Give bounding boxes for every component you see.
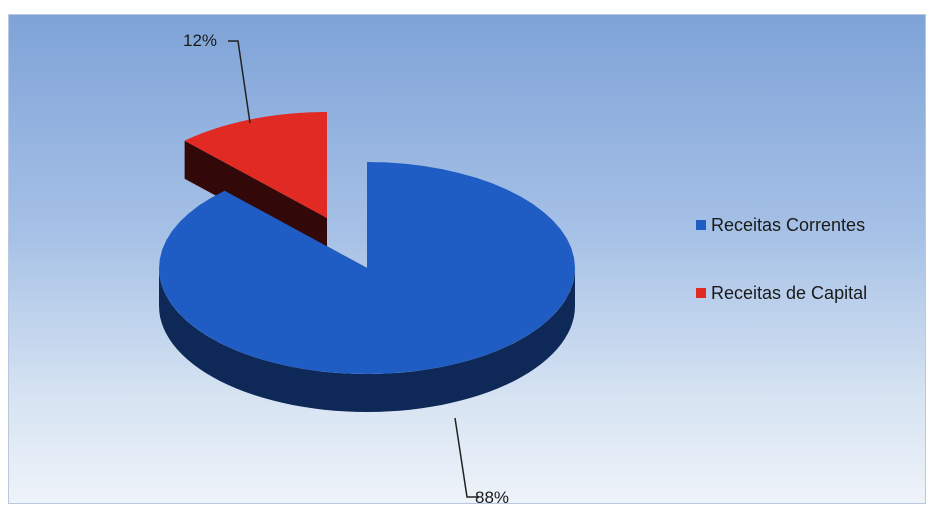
legend-swatch-receitas-correntes	[696, 220, 706, 230]
pct-label-receitas-correntes: 88%	[475, 488, 509, 507]
legend-label-receitas-de-capital: Receitas de Capital	[711, 282, 868, 303]
legend-item-receitas-de-capital: Receitas de Capital	[696, 280, 867, 306]
pie-slice-top-receitas-correntes	[159, 162, 575, 374]
pie-slice-top-receitas-de-capital	[184, 112, 327, 218]
legend-swatch-receitas-de-capital	[696, 288, 706, 298]
pct-label-receitas-de-capital: 12%	[183, 31, 217, 50]
pie-layer	[159, 112, 575, 412]
label-layer: 88% 12%	[183, 31, 509, 507]
label-leader-line-0	[454, 417, 479, 498]
label-leader-line-1	[228, 40, 251, 124]
legend-label-receitas-correntes: Receitas Correntes	[711, 214, 866, 235]
pie-slice-receitas-correntes	[159, 162, 575, 412]
pie-slice-rim-receitas-correntes	[159, 268, 575, 412]
legend: Receitas Correntes Receitas de Capital	[696, 212, 867, 348]
legend-item-receitas-correntes: Receitas Correntes	[696, 212, 867, 238]
